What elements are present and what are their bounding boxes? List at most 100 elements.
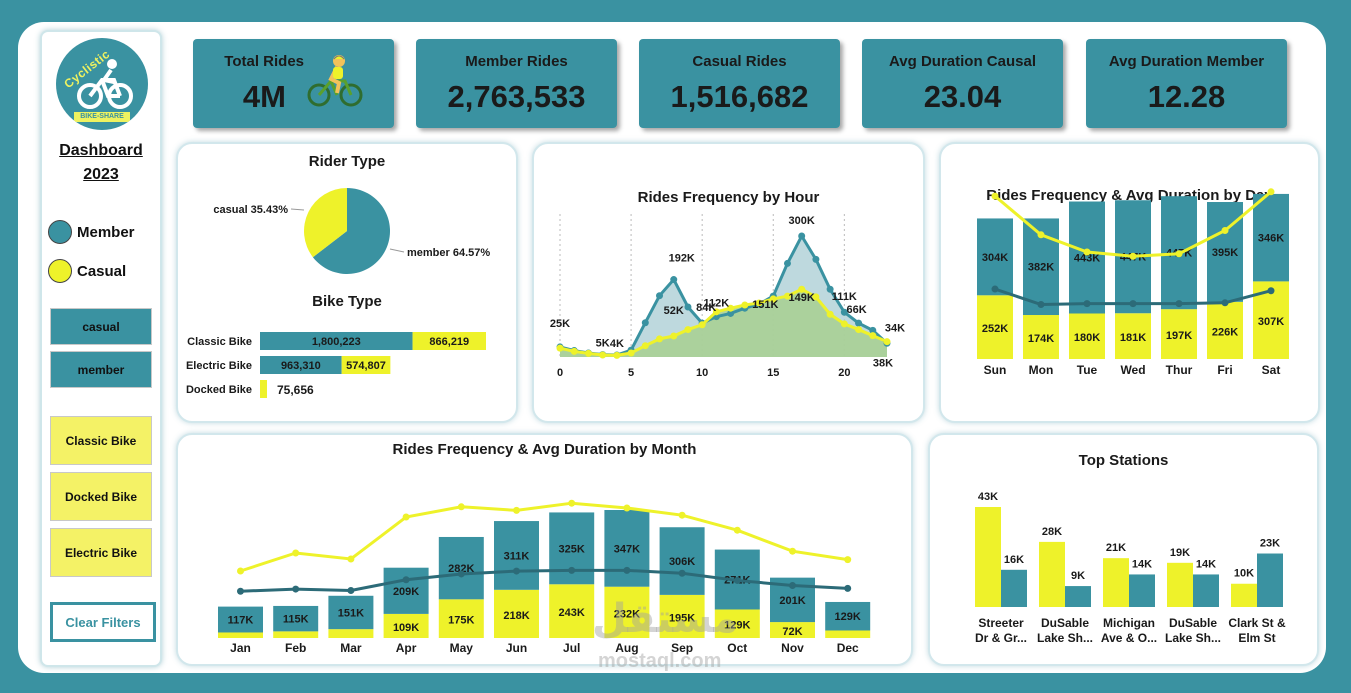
hour-point-casual	[840, 320, 848, 328]
month-bar-casual	[604, 586, 650, 638]
month-bar-member	[218, 606, 263, 633]
dashboard-title: Dashboard	[59, 142, 143, 159]
hour-point-member	[684, 303, 692, 311]
kpi-label: Member Rides	[465, 53, 568, 70]
hour-point-member	[812, 255, 820, 263]
hour-point-casual	[599, 351, 607, 359]
day-tick-label: Sat	[1262, 363, 1281, 377]
kpi-value: 1,516,682	[670, 79, 809, 114]
slicer-casual[interactable]: casual	[50, 308, 152, 345]
month-tick-label: Jul	[563, 641, 580, 655]
day-bar-member	[977, 218, 1013, 296]
bike-category-label: Docked Bike	[186, 384, 252, 396]
hour-point-casual	[684, 326, 692, 334]
day-line-point	[1083, 300, 1091, 308]
kpi-casual-rides: Casual Rides 1,516,682	[639, 39, 840, 128]
hour-chart-title: Rides Frequency by Hour	[637, 189, 820, 206]
day-line-point	[1083, 248, 1091, 256]
station-name-line1: DuSable	[1169, 616, 1217, 630]
clear-filters-button[interactable]: Clear Filters	[50, 602, 156, 642]
month-bar-label-casual: 232K	[614, 608, 640, 620]
station-bar-label: 23K	[1260, 538, 1280, 550]
bike-bar-label: 866,219	[429, 336, 469, 348]
hour-point-member	[826, 285, 834, 293]
month-line-point	[347, 555, 355, 563]
kpi-value: 4M	[242, 79, 286, 114]
month-bar-member	[659, 527, 705, 595]
station-bar-label: 19K	[1170, 547, 1190, 559]
day-bar-label-casual: 252K	[982, 323, 1008, 335]
slicer-docked-bike[interactable]: Docked Bike	[50, 472, 152, 521]
station-bar-casual	[975, 507, 1001, 607]
station-bar-label: 9K	[1071, 570, 1085, 582]
casual-dot-icon	[48, 259, 72, 283]
day-bar-label-casual: 181K	[1120, 332, 1146, 344]
pie-slice-member	[312, 188, 390, 274]
month-tick-label: Dec	[837, 641, 859, 655]
hour-point-casual	[855, 326, 863, 334]
month-line-point	[623, 504, 631, 512]
month-bar-member	[494, 521, 539, 590]
month-line-point	[457, 503, 465, 511]
bike-bar-casual	[260, 380, 267, 398]
kpi-value: 2,763,533	[447, 79, 586, 114]
station-bar-label: 43K	[978, 491, 998, 503]
bike-category-label: Classic Bike	[187, 336, 252, 348]
bike-category-label: Electric Bike	[186, 360, 252, 372]
hour-point-casual	[869, 332, 877, 340]
hour-point-casual	[556, 344, 564, 352]
day-line-point	[991, 285, 999, 293]
day-line-point	[1267, 188, 1275, 196]
station-bar-label: 10K	[1234, 568, 1254, 580]
hour-point-member	[641, 319, 649, 327]
month-line-point	[513, 567, 520, 575]
month-line-point	[789, 581, 796, 589]
station-bar-member	[1065, 586, 1091, 607]
station-name-line1: Clark St &	[1228, 616, 1286, 630]
hour-point-casual	[627, 349, 635, 357]
month-bar-label-casual: 218K	[503, 610, 529, 622]
month-bar-label-member: 347K	[614, 543, 640, 555]
hour-point-casual	[826, 310, 834, 318]
day-line-point	[1129, 252, 1137, 260]
station-bar-casual	[1231, 583, 1257, 607]
legend-member-label: Member	[77, 223, 135, 241]
station-name-line2: Lake Sh...	[1037, 631, 1093, 645]
station-bar-casual	[1167, 562, 1193, 607]
bike-bar-member	[260, 332, 413, 350]
day-line-point	[1267, 287, 1275, 295]
month-bar-member	[328, 595, 374, 630]
day-bar-label-casual: 180K	[1074, 332, 1100, 344]
slicer-member[interactable]: member	[50, 351, 152, 388]
day-bar-label-member: 346K	[1258, 233, 1284, 245]
month-line-casual	[240, 501, 848, 573]
month-line-point	[513, 506, 520, 514]
day-line-point	[1129, 300, 1137, 308]
day-bar-casual	[977, 295, 1013, 359]
kpi-avg-duration-member: Avg Duration Member 12.28	[1086, 39, 1287, 128]
day-bar-casual	[1207, 301, 1243, 359]
month-bar-label-casual: 72K	[782, 626, 802, 638]
slicer-classic-bike[interactable]: Classic Bike	[50, 416, 152, 465]
station-bar-member	[1001, 569, 1027, 607]
pie-label-casual: casual 35.43%	[213, 204, 288, 216]
hour-data-label: 192K	[669, 253, 695, 265]
month-line-point	[844, 556, 852, 564]
day-tick-label: Sun	[984, 363, 1007, 377]
month-line-point	[292, 549, 300, 557]
month-bar-casual	[438, 599, 484, 638]
slicer-electric-bike[interactable]: Electric Bike	[50, 528, 152, 577]
station-bar-label: 14K	[1196, 558, 1216, 570]
month-bar-label-casual: 129K	[724, 620, 750, 632]
month-tick-label: Aug	[615, 641, 638, 655]
month-bar-label-member: 115K	[283, 614, 309, 626]
rider-type-pie-chart: member 64.57% casual 35.43%	[213, 188, 490, 274]
rides-by-month-card: Rides Frequency & Avg Duration by Month …	[176, 433, 913, 666]
day-bar-casual	[1161, 309, 1197, 359]
hour-point-casual	[613, 351, 621, 359]
month-bar-member	[604, 510, 650, 587]
month-bar-casual	[659, 594, 705, 638]
pie-slice-casual	[304, 188, 347, 258]
